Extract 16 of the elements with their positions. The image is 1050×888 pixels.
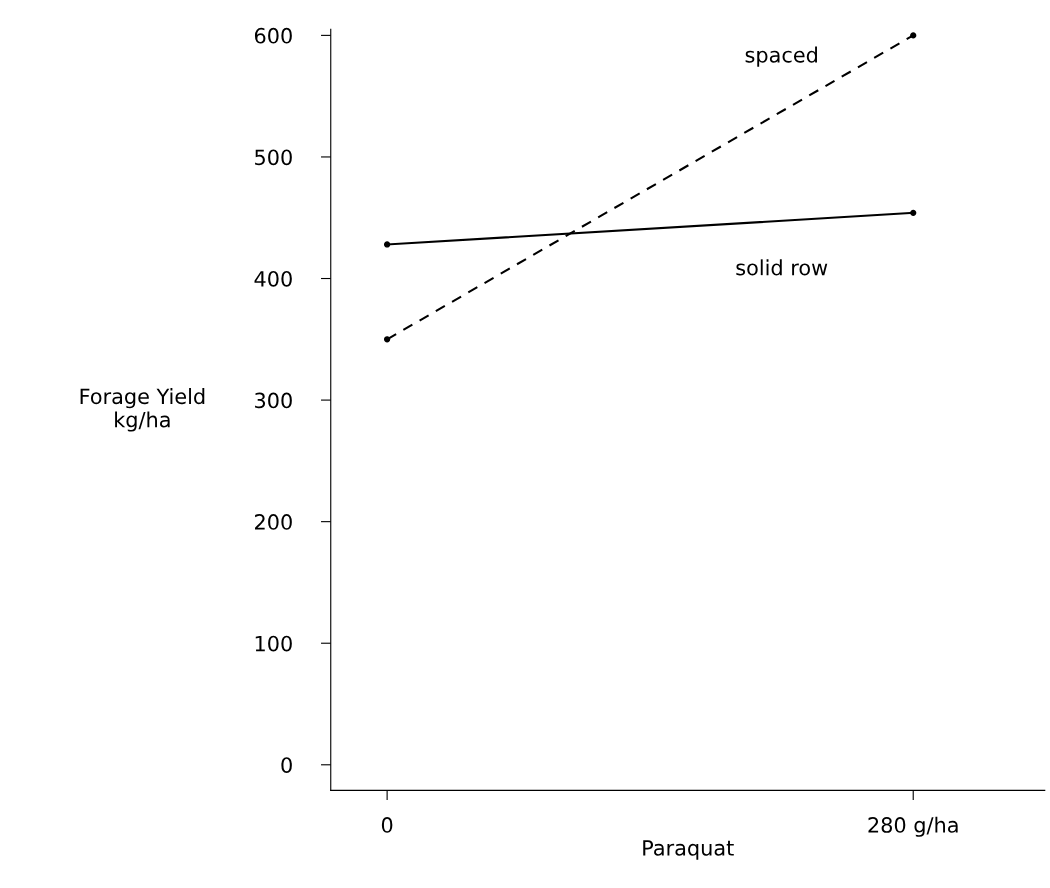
y-tick-label: 600 xyxy=(254,27,292,44)
point xyxy=(910,209,917,216)
series-label: spaced xyxy=(745,46,817,67)
y-tick-label: 100 xyxy=(255,635,292,652)
y-axis-title: Forage Yield kg/ha xyxy=(80,388,205,432)
x-axis-title: Paraquat xyxy=(643,840,734,860)
y-tick-label: 0 xyxy=(281,757,292,773)
series-label: solid row xyxy=(736,259,828,276)
point xyxy=(383,241,391,248)
y-tick-label: 400 xyxy=(254,270,292,287)
x-tick-label: 280 g/ha xyxy=(868,816,958,837)
point xyxy=(383,336,391,343)
y-tick-label: 500 xyxy=(255,149,292,166)
y-tick-label: 300 xyxy=(255,392,292,409)
point xyxy=(910,32,917,39)
y-tick-label: 200 xyxy=(255,514,292,530)
